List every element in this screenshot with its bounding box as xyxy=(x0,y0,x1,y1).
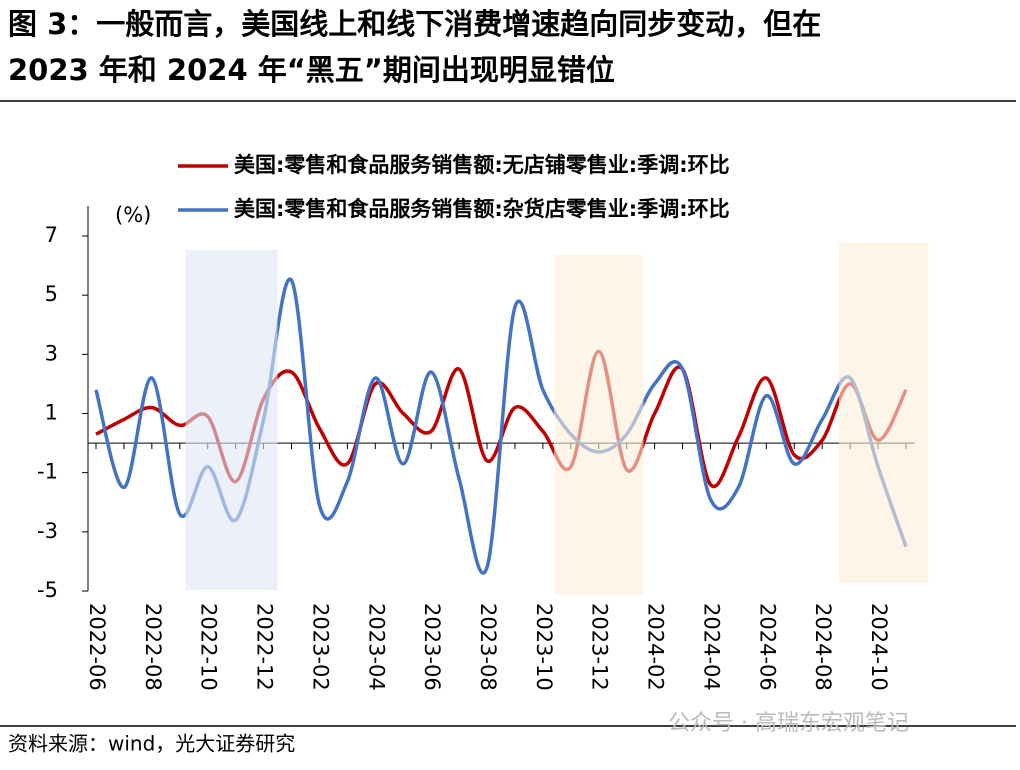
y-tick-label: -1 xyxy=(37,460,58,484)
source: 资料来源：wind，光大证券研究 xyxy=(8,732,295,756)
x-tick-label: 2023-12 xyxy=(588,603,612,691)
highlight-band xyxy=(838,242,929,583)
x-tick-label: 2024-06 xyxy=(755,603,779,691)
x-tick-label: 2023-06 xyxy=(420,603,444,691)
x-tick-label: 2023-04 xyxy=(364,603,388,691)
watermark: 公众号 · 高瑞东宏观笔记 xyxy=(668,711,909,736)
y-tick-label: 1 xyxy=(45,401,58,425)
x-tick-label: 2023-10 xyxy=(532,603,556,691)
y-unit: (%) xyxy=(115,203,151,227)
x-tick-label: 2024-04 xyxy=(699,603,723,691)
highlight-band xyxy=(185,250,278,590)
x-tick-label: 2024-08 xyxy=(811,603,835,691)
legend-label: 美国:零售和食品服务销售额:杂货店零售业:季调:环比 xyxy=(234,197,730,221)
x-tick-label: 2023-02 xyxy=(308,603,332,691)
x-tick-label: 2022-12 xyxy=(253,603,277,691)
chart-title: 图 3：一般而言，美国线上和线下消费增速趋向同步变动，但在 xyxy=(8,7,821,41)
highlight-band xyxy=(554,255,644,595)
x-tick-label: 2023-08 xyxy=(476,603,500,691)
y-tick-label: 5 xyxy=(45,282,58,306)
chart-subtitle: 2023 年和 2024 年“黑五”期间出现明显错位 xyxy=(8,53,615,87)
x-tick-label: 2022-06 xyxy=(85,603,109,691)
x-tick-label: 2022-08 xyxy=(141,603,165,691)
y-tick-label: 7 xyxy=(45,223,58,247)
x-tick-label: 2024-10 xyxy=(867,603,891,691)
x-tick-label: 2022-10 xyxy=(197,603,221,691)
y-tick-label: 3 xyxy=(45,341,58,365)
y-tick-label: -3 xyxy=(37,519,58,543)
x-tick-label: 2024-02 xyxy=(644,603,668,691)
legend-label: 美国:零售和食品服务销售额:无店铺零售业:季调:环比 xyxy=(234,153,730,177)
y-tick-label: -5 xyxy=(37,578,58,602)
